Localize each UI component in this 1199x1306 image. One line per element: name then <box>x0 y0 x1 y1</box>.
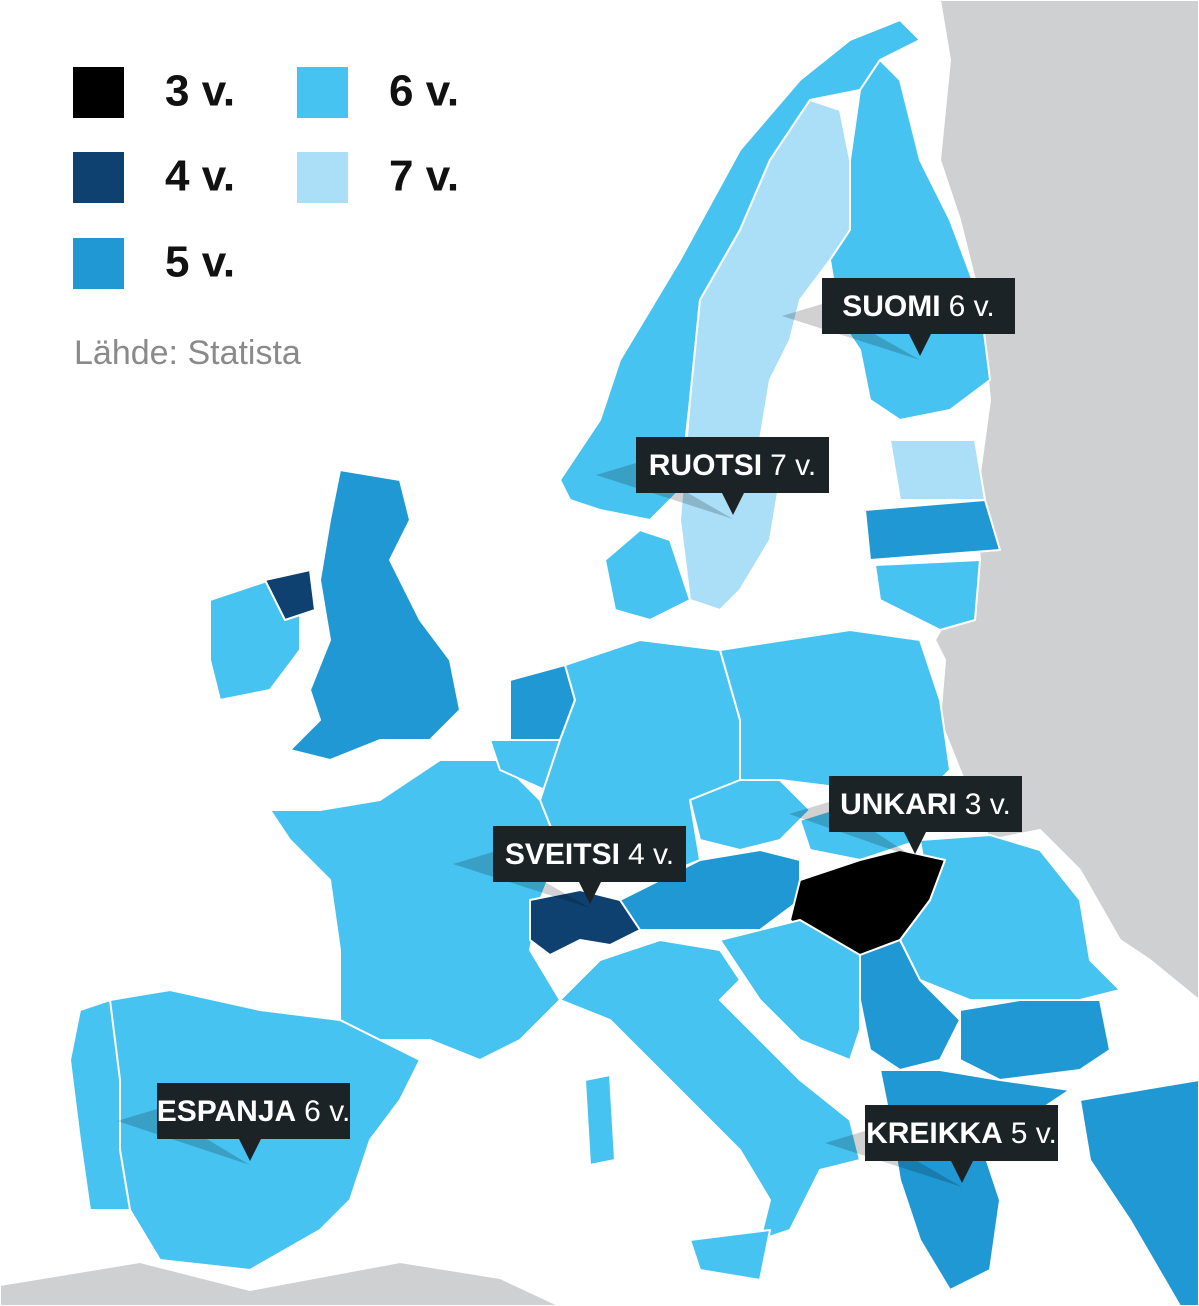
callout: UNKARI 3 v. <box>789 776 1022 858</box>
latvia <box>864 499 1001 561</box>
serbia <box>859 939 961 1071</box>
callout-box <box>865 1105 1058 1161</box>
czechia <box>689 779 811 851</box>
callout-label: ESPANJA 6 v. <box>157 1095 351 1128</box>
legend-swatch <box>297 152 348 203</box>
callout-box <box>157 1083 350 1139</box>
estonia <box>889 439 986 501</box>
callout-box <box>829 776 1022 832</box>
united-kingdom <box>289 469 461 761</box>
legend-swatch <box>73 67 124 118</box>
callout-label: KREIKKA 5 v. <box>866 1117 1057 1150</box>
northern-ireland <box>264 569 316 621</box>
croatia-bosnia <box>719 919 861 1061</box>
callouts: SUOMI 6 v. RUOTSI 7 v. UNKARI 3 v. SVEITSI 4 v.… <box>117 278 1058 1187</box>
bulgaria <box>959 999 1111 1081</box>
portugal <box>69 999 131 1211</box>
legend-label: 5 v. <box>165 238 235 287</box>
callout-label: UNKARI 3 v. <box>840 788 1011 821</box>
callout-pointer <box>239 1139 261 1161</box>
callout-box <box>822 278 1015 334</box>
callout-label: RUOTSI 7 v. <box>649 449 816 482</box>
callout-pointer <box>904 832 926 854</box>
denmark <box>604 529 691 621</box>
poland <box>719 629 951 791</box>
callout-value: 7 v. <box>770 449 816 482</box>
callout: ESPANJA 6 v. <box>117 1083 350 1165</box>
callout: RUOTSI 7 v. <box>596 437 829 519</box>
callout-pointer <box>909 334 931 356</box>
callout-value: 5 v. <box>1011 1117 1057 1150</box>
callout-value: 6 v. <box>949 290 995 323</box>
callout-label: SUOMI 6 v. <box>842 290 994 323</box>
sardinia <box>584 1074 616 1166</box>
callout-name: ESPANJA <box>157 1095 296 1128</box>
source: Lähde: Statista <box>74 334 301 372</box>
legend-label: 4 v. <box>165 152 235 201</box>
legend-label: 3 v. <box>165 67 235 116</box>
callout-name: UNKARI <box>840 788 957 821</box>
turkey <box>1079 1079 1199 1306</box>
legend-swatch <box>297 67 348 118</box>
callout-box <box>636 437 829 493</box>
callout-name: RUOTSI <box>649 449 762 482</box>
legend-label: 6 v. <box>389 67 459 116</box>
italy <box>559 939 861 1241</box>
callout-value: 4 v. <box>628 838 674 871</box>
callout-name: SUOMI <box>842 290 940 323</box>
sicily <box>689 1229 771 1281</box>
non-eu-east <box>934 0 1199 1001</box>
legend: 3 v. 4 v. 5 v. 6 v. 7 v. <box>73 67 459 289</box>
lithuania <box>874 559 981 631</box>
callout-box <box>493 826 686 882</box>
legend-label: 7 v. <box>389 152 459 201</box>
legend-swatch <box>73 238 124 289</box>
callout-pointer <box>722 493 744 515</box>
callout-name: KREIKKA <box>866 1117 1003 1150</box>
callout-value: 6 v. <box>304 1095 350 1128</box>
africa <box>0 1261 561 1306</box>
callout: SUOMI 6 v. <box>782 278 1015 360</box>
callout: SVEITSI 4 v. <box>453 826 686 908</box>
legend-swatch <box>73 152 124 203</box>
callout-label: SVEITSI 4 v. <box>505 838 674 871</box>
callout-pointer <box>951 1161 973 1183</box>
callout: KREIKKA 5 v. <box>825 1105 1058 1187</box>
callout-name: SVEITSI <box>505 838 620 871</box>
callout-value: 3 v. <box>965 788 1011 821</box>
callout-pointer <box>579 882 601 904</box>
